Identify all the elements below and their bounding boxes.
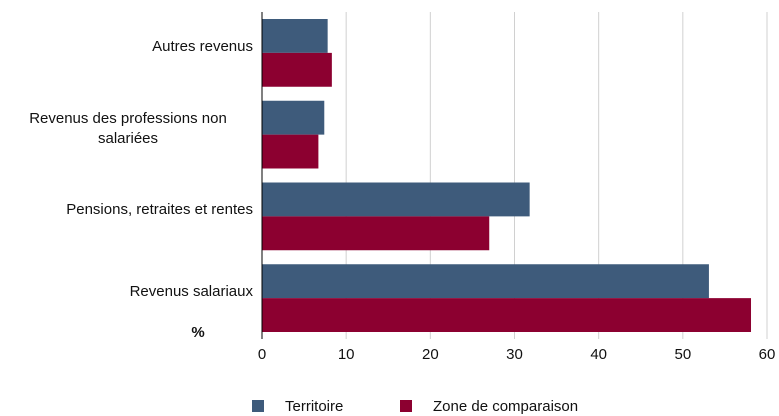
axis-label: % (191, 324, 204, 341)
bar (262, 298, 752, 332)
legend-label: Zone de comparaison (433, 398, 578, 415)
bar (262, 19, 328, 53)
x-tick-label: 60 (759, 346, 776, 363)
legend-label: Territoire (285, 398, 343, 415)
x-tick-label: 20 (422, 346, 439, 363)
bar (262, 264, 709, 299)
legend-swatch (252, 400, 264, 412)
y-tick-text: Revenus des professions non salariées (29, 109, 227, 147)
y-tick-text: Revenus salariaux (129, 283, 253, 301)
y-tick-text: Pensions, retraites et rentes (66, 201, 253, 219)
y-tick-label: Autres revenus (0, 37, 253, 57)
x-tick-label: 30 (506, 346, 523, 363)
x-tick-label: 40 (590, 346, 607, 363)
y-tick-label: Pensions, retraites et rentes (0, 200, 253, 220)
y-tick-text: Autres revenus (152, 37, 253, 55)
bar (262, 216, 490, 251)
x-tick-label: 10 (338, 346, 355, 363)
bar (262, 134, 319, 169)
legend-swatch (400, 400, 412, 412)
bar (262, 182, 530, 217)
y-tick-label: Revenus des professions non salariées (0, 109, 253, 149)
y-tick-label: Revenus salariaux (0, 282, 253, 302)
x-tick-label: 0 (258, 346, 266, 363)
bar (262, 52, 332, 87)
bar (262, 100, 325, 135)
x-tick-label: 50 (674, 346, 691, 363)
